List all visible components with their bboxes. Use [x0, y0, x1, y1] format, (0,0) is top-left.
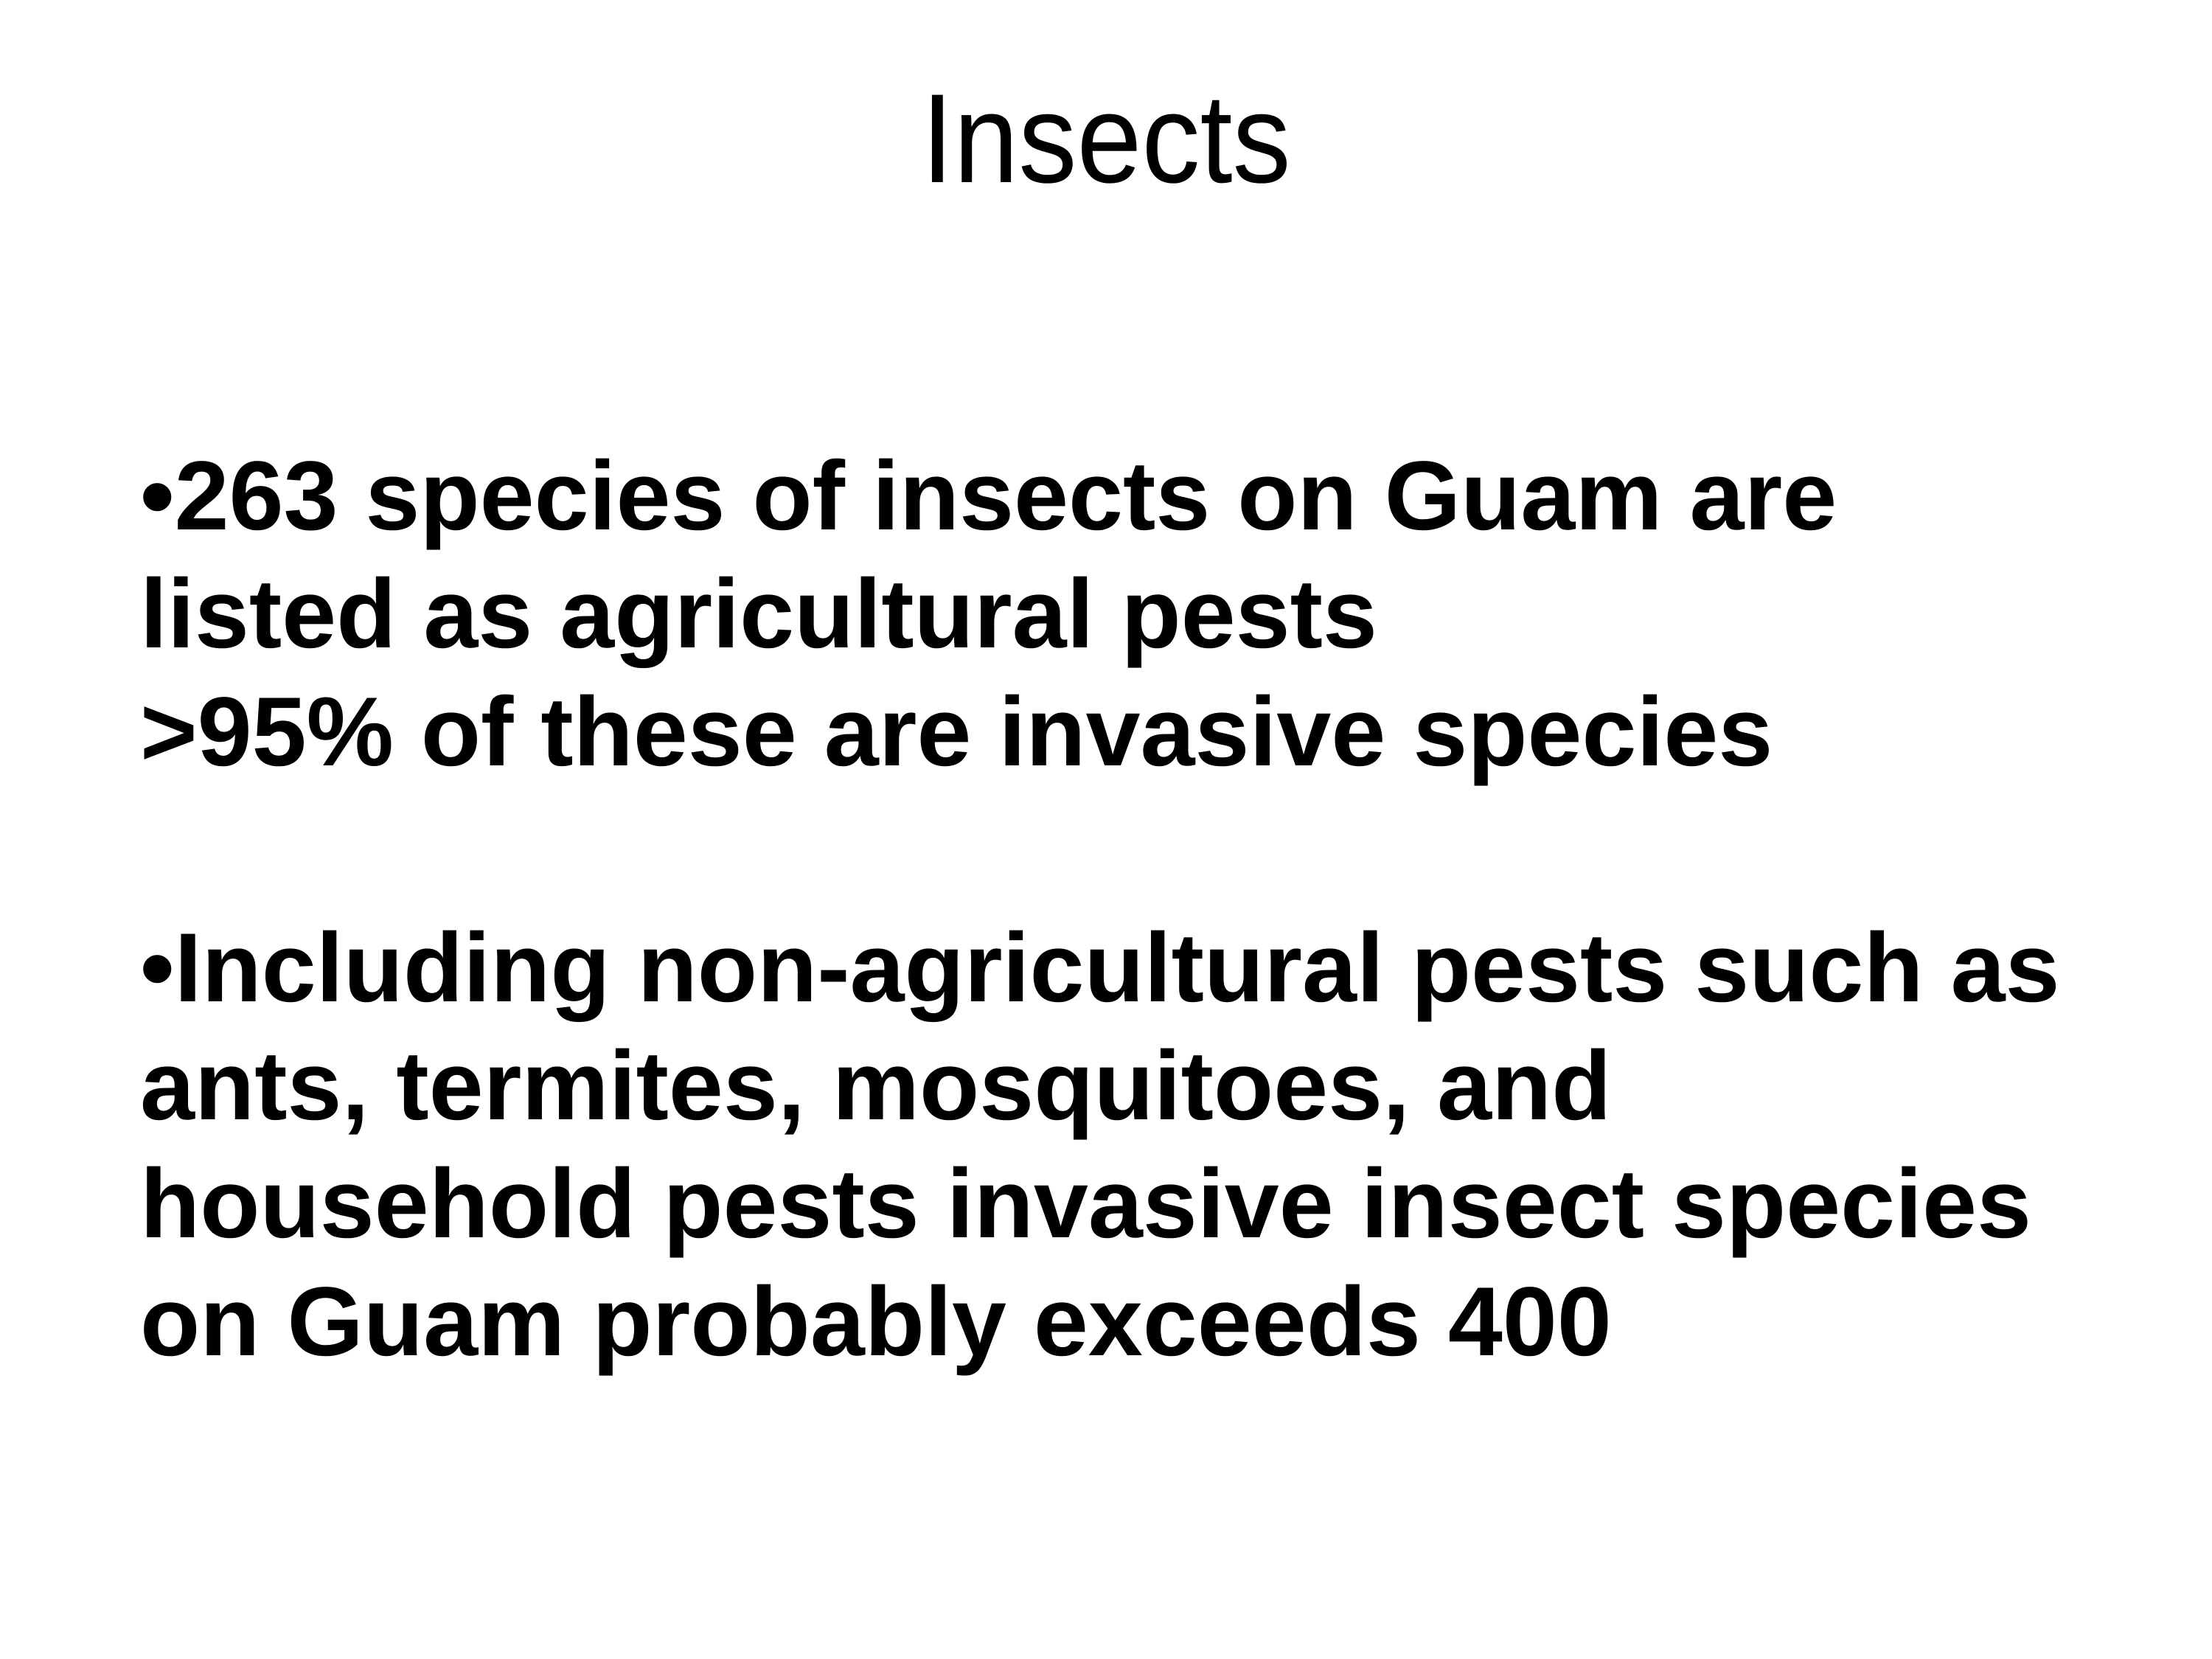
page-title: Insects — [921, 68, 1291, 209]
bullet-icon: • — [140, 914, 175, 1023]
bullet-paragraph-non-agricultural: •Including non-agricultural pests such a… — [140, 909, 2212, 1381]
bullet-icon: • — [140, 442, 175, 551]
bullet-list: •263 species of insects on Guam are list… — [140, 437, 2212, 1381]
bullet-paragraph-non-agricultural-text: Including non-agricultural pests such as… — [140, 914, 2060, 1377]
bullet-paragraph-insect-count-text: 263 species of insects on Guam are liste… — [140, 442, 1837, 787]
bullet-paragraph-insect-count: •263 species of insects on Guam are list… — [140, 437, 2212, 791]
